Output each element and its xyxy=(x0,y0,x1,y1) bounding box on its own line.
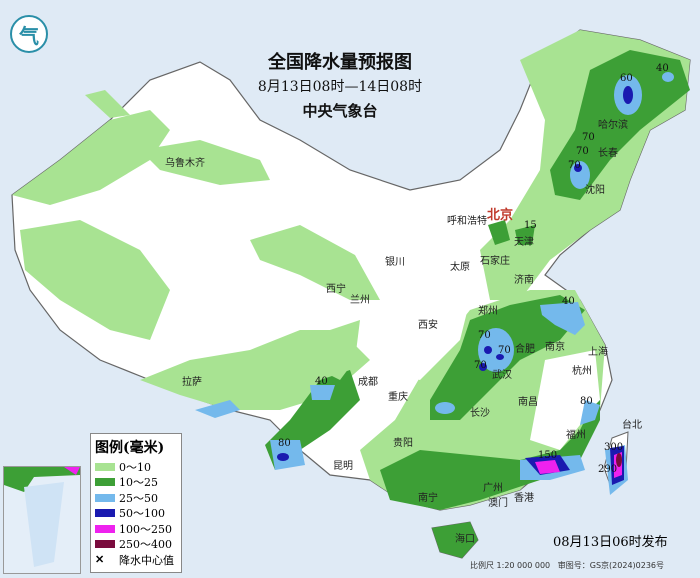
rain-center-value: 60 xyxy=(620,73,633,84)
legend-label: 100～250 xyxy=(119,522,172,536)
rain-center-value: 15 xyxy=(524,220,537,231)
city-label: 南宁 xyxy=(418,493,438,504)
legend-swatch xyxy=(95,540,115,549)
city-label: 济南 xyxy=(514,275,534,286)
legend-item-center: ✕ 降水中心值 xyxy=(95,552,177,568)
city-label: 台北 xyxy=(622,420,642,431)
legend: 图例(毫米) 0～10 10～25 25～50 50～100 100～250 250～40… xyxy=(90,433,182,573)
city-label: 太原 xyxy=(450,262,470,273)
rain-white-gaps xyxy=(380,300,600,450)
legend-label: 25～50 xyxy=(119,491,158,505)
legend-swatch xyxy=(95,493,115,502)
city-label: 沈阳 xyxy=(585,185,605,196)
city-label: 西宁 xyxy=(326,284,346,295)
cross-icon: ✕ xyxy=(95,553,105,567)
legend-item: 250～400 xyxy=(95,537,177,553)
city-label: 长沙 xyxy=(470,408,490,419)
city-label: 福州 xyxy=(566,430,586,441)
city-label: 贵阳 xyxy=(393,438,413,449)
city-label: 杭州 xyxy=(572,366,592,377)
logo-glyph: 气 xyxy=(19,23,39,48)
city-label: 银川 xyxy=(385,257,405,268)
map-title: 全国降水量预报图 xyxy=(268,52,412,73)
city-label: 重庆 xyxy=(388,392,408,403)
rain-center-value: 80 xyxy=(278,438,291,449)
legend-swatch xyxy=(95,524,115,533)
publish-time: 08月13日06时发布 xyxy=(553,535,668,550)
city-label: 上海 xyxy=(588,347,608,358)
legend-label: 50～100 xyxy=(119,507,165,521)
legend-title: 图例(毫米) xyxy=(95,440,165,456)
forecast-period: 8月13日08时—14日08时 xyxy=(257,79,423,95)
city-label: 兰州 xyxy=(350,295,370,306)
rain-center-value: 70 xyxy=(478,330,491,341)
legend-item: 50～100 xyxy=(95,506,177,522)
south-china-sea-inset xyxy=(3,466,81,574)
scale-text: 比例尺 1:20 000 000 xyxy=(470,561,551,570)
rain-center-value: 70 xyxy=(582,132,595,143)
city-label: 北京 xyxy=(487,208,514,223)
rain-250-400 xyxy=(616,453,622,467)
city-label: 乌鲁木齐 xyxy=(165,158,205,169)
city-label: 成都 xyxy=(358,377,378,388)
city-label: 广州 xyxy=(483,483,503,494)
legend-item: 10～25 xyxy=(95,475,177,491)
city-label: 西安 xyxy=(418,320,438,331)
legend-item: 100～250 xyxy=(95,521,177,537)
city-label: 石家庄 xyxy=(480,256,510,267)
city-label: 拉萨 xyxy=(182,377,202,388)
cma-logo: 气 xyxy=(10,15,48,53)
map-footer: 比例尺 1:20 000 000 审图号：GS京(2024)0236号 xyxy=(470,560,664,571)
city-label: 海口 xyxy=(455,534,475,545)
legend-swatch xyxy=(95,478,115,487)
city-label: 长春 xyxy=(598,148,618,159)
legend-swatch xyxy=(95,462,115,471)
city-label: 天津 xyxy=(514,237,534,248)
rain-center-value: 40 xyxy=(315,376,328,387)
legend-item: 25～50 xyxy=(95,490,177,506)
rain-center-value: 70 xyxy=(576,146,589,157)
rain-center-value: 40 xyxy=(562,296,575,307)
rain-center-value: 40 xyxy=(656,63,669,74)
legend-label: 0～10 xyxy=(119,460,151,474)
rain-center-value: 70 xyxy=(568,160,581,171)
city-label: 香港 xyxy=(514,493,534,504)
rain-center-value: 150 xyxy=(538,450,558,461)
city-label: 武汉 xyxy=(492,370,512,381)
legend-item: 0～10 xyxy=(95,459,177,475)
agency-name: 中央气象台 xyxy=(302,102,378,120)
legend-swatch xyxy=(95,509,115,518)
rain-center-value: 300 xyxy=(604,442,624,453)
city-label: 昆明 xyxy=(333,461,353,472)
legend-label: 250～400 xyxy=(119,538,172,552)
legend-label: 10～25 xyxy=(119,476,158,490)
approval-number: 审图号：GS京(2024)0236号 xyxy=(557,561,665,570)
city-label: 合肥 xyxy=(515,344,535,355)
city-label: 澳门 xyxy=(488,498,508,509)
rain-center-value: 80 xyxy=(580,396,593,407)
city-label: 南昌 xyxy=(518,397,538,408)
rain-center-value: 70 xyxy=(498,345,511,356)
legend-label: 降水中心值 xyxy=(119,553,174,567)
city-label: 郑州 xyxy=(478,306,498,317)
city-label: 呼和浩特 xyxy=(447,216,487,227)
city-label: 南京 xyxy=(545,342,565,353)
rain-center-value: 290 xyxy=(598,464,618,475)
rain-center-value: 70 xyxy=(474,360,487,371)
city-label: 哈尔滨 xyxy=(598,120,628,131)
